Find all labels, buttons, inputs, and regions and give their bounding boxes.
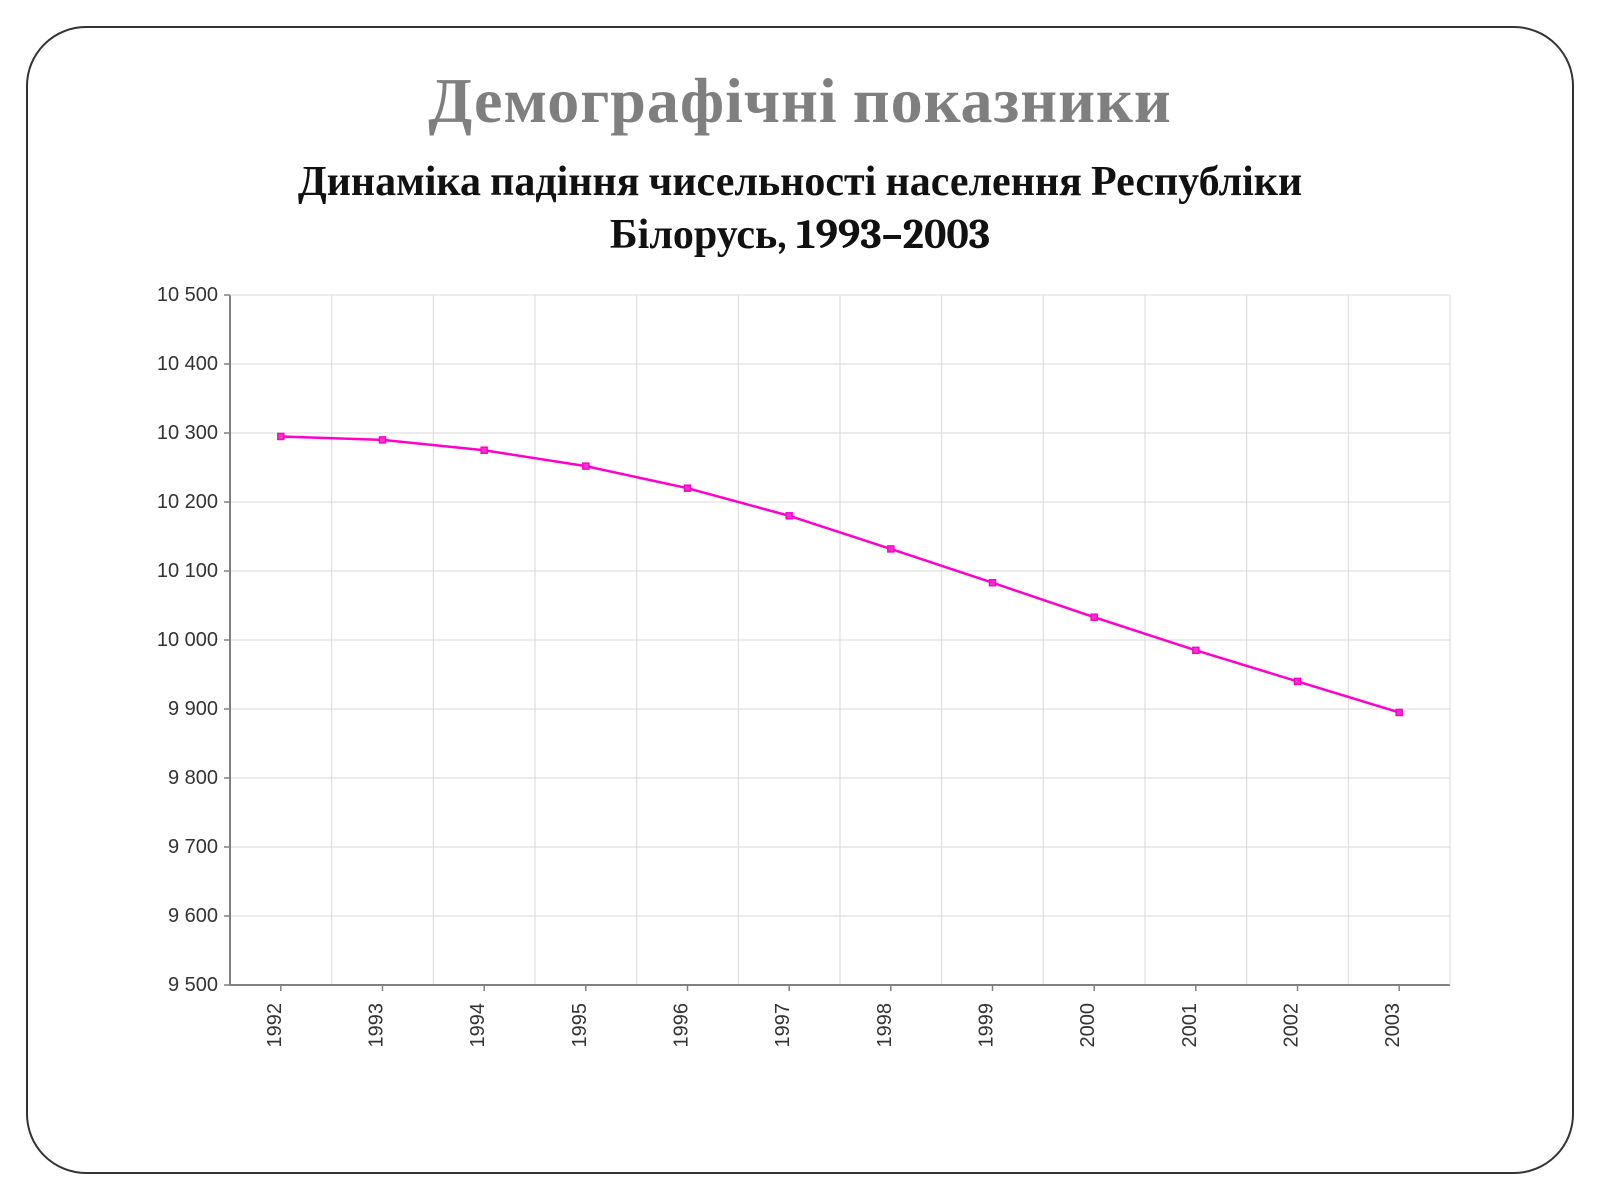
data-marker [1295, 678, 1301, 684]
data-marker [1091, 614, 1097, 620]
x-tick-label: 2000 [1077, 1003, 1099, 1048]
y-tick-label: 9 900 [168, 698, 218, 720]
y-tick-label: 9 500 [168, 974, 218, 996]
x-tick-label: 1999 [976, 1003, 998, 1048]
y-tick-label: 9 600 [168, 905, 218, 927]
slide: Демографічні показники Динаміка падіння … [0, 0, 1600, 1200]
x-tick-label: 2001 [1179, 1003, 1201, 1048]
chart-container: 9 500 9 600 9 700 9 800 9 900 10 000 10 100 10 … [84, 275, 1516, 1132]
data-marker [685, 485, 691, 491]
slide-subtitle: Динаміка падіння чисельності населення Р… [250, 156, 1350, 261]
x-tick-label: 1992 [264, 1003, 286, 1048]
x-tick-label: 2002 [1281, 1003, 1303, 1048]
x-tick-label: 2003 [1382, 1003, 1404, 1048]
data-marker [481, 447, 487, 453]
data-marker [583, 463, 589, 469]
slide-title: Демографічні показники [428, 64, 1172, 138]
x-tick-label: 1997 [772, 1003, 794, 1048]
data-marker [1396, 709, 1402, 715]
x-tick-label: 1994 [467, 1003, 489, 1048]
data-marker [380, 437, 386, 443]
y-tick-label: 10 100 [157, 560, 218, 582]
y-tick-label: 10 500 [157, 284, 218, 306]
y-tick-label: 10 300 [157, 422, 218, 444]
y-tick-label: 10 400 [157, 353, 218, 375]
x-tick-label: 1993 [366, 1003, 388, 1048]
data-marker [990, 580, 996, 586]
y-tick-label: 10 000 [157, 629, 218, 651]
population-line-chart: 9 500 9 600 9 700 9 800 9 900 10 000 10 100 10 … [120, 275, 1480, 1095]
data-marker [1193, 647, 1199, 653]
x-tick-label: 1998 [874, 1003, 896, 1048]
y-tick-label: 9 700 [168, 836, 218, 858]
data-marker [278, 433, 284, 439]
x-tick-label: 1996 [671, 1003, 693, 1048]
slide-frame: Демографічні показники Динаміка падіння … [26, 26, 1574, 1174]
y-tick-label: 9 800 [168, 767, 218, 789]
data-marker [786, 513, 792, 519]
y-tick-label: 10 200 [157, 491, 218, 513]
x-tick-label: 1995 [569, 1003, 591, 1048]
data-marker [888, 546, 894, 552]
